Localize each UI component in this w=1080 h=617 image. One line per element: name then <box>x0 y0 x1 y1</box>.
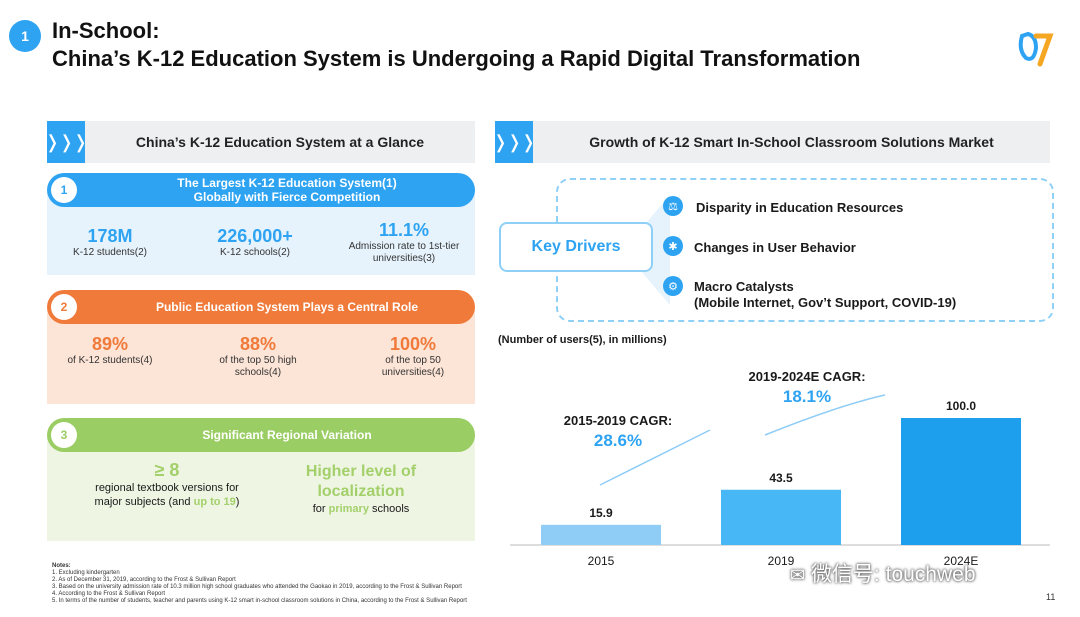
note-2: 2. As of December 31, 2019, according to… <box>52 577 236 583</box>
stat-value-line2: localization <box>317 483 405 500</box>
category-label: 2024E <box>944 554 979 568</box>
bar-chart: 15.9 2015 43.5 2019 100.0 2024E <box>510 394 1050 568</box>
stat-label-end: ) <box>235 496 240 508</box>
stat-label: regional textbook versions for major sub… <box>62 481 272 509</box>
section3-number: 3 <box>51 422 77 448</box>
stat-value: 100% <box>389 334 437 354</box>
section1-number: 1 <box>51 177 77 203</box>
stat-highlight: up to 19 <box>193 496 236 508</box>
section1-heading: The Largest K-12 Education System(1) Glo… <box>177 176 397 204</box>
stat-label: K-12 schools(2) <box>219 247 291 258</box>
stat-public-universities: 100% of the top 50 universities(4) <box>370 334 456 379</box>
stat-admission-rate: 11.1% Admission rate to 1st-tier univers… <box>346 220 462 265</box>
note-1: 1. Excluding kindergarten <box>52 570 120 576</box>
stat-students: 178M K-12 students(2) <box>52 226 168 259</box>
note-4: 4. According to the Frost & Sullivan Rep… <box>52 591 166 597</box>
stat-public-high-schools: 88% of the top 50 high schools(4) <box>205 334 311 379</box>
stat-value-line1: Higher level of <box>305 463 417 480</box>
driver-macro-catalysts: Macro Catalysts <box>694 279 794 294</box>
trend-arrow-2 <box>764 394 886 436</box>
watermark: ✉ 微信号: touchweb <box>790 558 976 588</box>
left-panel-header: ❭❭❭ China’s K-12 Education System at a G… <box>45 121 475 163</box>
section3-body <box>47 438 475 541</box>
section2-pill: 2 Public Education System Plays a Centra… <box>47 290 475 324</box>
page-title-line1: In-School: <box>52 18 160 43</box>
bar-2015 <box>541 524 661 545</box>
chevrons-icon: ❭❭❭ <box>493 121 536 163</box>
stat-label: Admission rate to 1st-tier universities(… <box>348 241 460 264</box>
stat-value: 178M <box>87 226 133 246</box>
stat-label-line1: regional textbook versions for <box>95 482 239 494</box>
swirl-icon: ✱ <box>663 236 683 256</box>
logo-icon <box>1018 31 1054 67</box>
stat-value: Higher level of localization <box>283 462 439 502</box>
stat-label: of K-12 students(4) <box>67 355 153 366</box>
chevrons-icon: ❭❭❭ <box>45 121 88 163</box>
stat-label: of the top 50 universities(4) <box>381 355 445 378</box>
bar-value-label: 43.5 <box>769 471 793 485</box>
stat-label-pre: for <box>312 503 329 515</box>
cagr1-label: 2015-2019 CAGR: <box>563 413 673 428</box>
cagr1-value: 28.6% <box>593 431 643 450</box>
section3-heading: Significant Regional Variation <box>202 428 372 442</box>
driver-macro-catalysts-detail: (Mobile Internet, Gov’t Support, COVID-1… <box>694 295 957 310</box>
note-5: 5. In terms of the number of students, t… <box>52 598 467 604</box>
right-panel-title: Growth of K-12 Smart In-School Classroom… <box>589 134 994 150</box>
stat-localization: Higher level of localization for primary… <box>283 462 439 516</box>
stat-value: 11.1% <box>378 220 430 240</box>
stat-highlight: primary <box>328 503 369 515</box>
note-3: 3. Based on the university admission rat… <box>52 584 462 590</box>
stat-label: K-12 students(2) <box>73 247 147 258</box>
stat-value: 88% <box>239 334 277 354</box>
notes-heading: Notes: <box>52 563 71 569</box>
page-number: 11 <box>1046 592 1056 602</box>
section1-pill: 1 The Largest K-12 Education System(1) G… <box>47 173 475 207</box>
section2-body <box>47 310 475 404</box>
section2-heading: Public Education System Plays a Central … <box>155 300 419 314</box>
trend-arrow-1 <box>599 429 711 486</box>
stat-public-students: 89% of K-12 students(4) <box>52 334 168 367</box>
right-panel-header: ❭❭❭ Growth of K-12 Smart In-School Class… <box>493 121 1050 163</box>
wechat-icon: ✉ <box>790 565 806 585</box>
cagr2-value: 18.1% <box>782 387 832 406</box>
stat-value: 89% <box>91 334 129 354</box>
bar-value-label: 15.9 <box>589 506 613 520</box>
driver-education-resources: Disparity in Education Resources <box>696 200 904 215</box>
scale-icon: ⚖ <box>663 196 683 216</box>
cagr2-label: 2019-2024E CAGR: <box>748 369 866 384</box>
section2-number: 2 <box>51 294 77 320</box>
stat-value: 226,000+ <box>217 226 293 246</box>
stat-label: for primary schools <box>283 502 439 516</box>
category-label: 2015 <box>588 554 615 568</box>
section-number-badge: 1 <box>9 20 41 52</box>
footnotes: Notes: 1. Excluding kindergarten 2. As o… <box>52 563 467 605</box>
left-panel-title: China’s K-12 Education System at a Glanc… <box>135 134 425 150</box>
bar-value-label: 100.0 <box>946 399 976 413</box>
stat-value: ≥ 8 <box>154 460 180 480</box>
stat-label-post: schools <box>368 503 410 515</box>
section3-pill: 3 Significant Regional Variation <box>47 418 475 452</box>
category-label: 2019 <box>768 554 795 568</box>
bar-2024E <box>901 418 1021 545</box>
brand-logo <box>1016 28 1056 68</box>
stat-textbook-versions: ≥ 8 regional textbook versions for major… <box>62 460 272 509</box>
units-note: (Number of users(5), in millions) <box>498 334 667 346</box>
driver-user-behavior: Changes in User Behavior <box>694 240 856 255</box>
watermark-text: 微信号: touchweb <box>810 563 976 586</box>
bar-2019 <box>721 489 841 545</box>
key-drivers-label: Key Drivers <box>499 222 653 272</box>
page-title-line2: China’s K-12 Education System is Undergo… <box>52 46 861 71</box>
gear-icon: ⚙ <box>663 276 683 296</box>
stat-label: of the top 50 high schools(4) <box>219 355 297 378</box>
stat-label-line2: major subjects (and <box>94 496 194 508</box>
stat-schools: 226,000+ K-12 schools(2) <box>195 226 315 259</box>
